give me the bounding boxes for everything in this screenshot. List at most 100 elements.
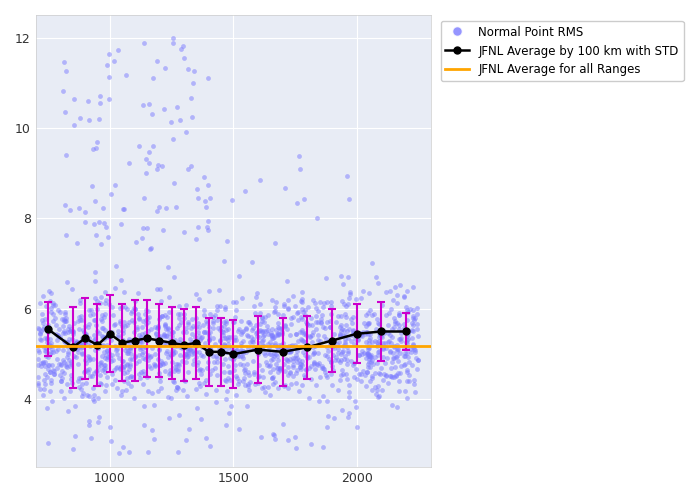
Point xyxy=(245,320,256,328)
Point xyxy=(168,179,179,187)
Point xyxy=(372,342,383,350)
Point xyxy=(286,380,297,388)
Point xyxy=(39,334,50,342)
Point xyxy=(410,354,421,362)
Point xyxy=(65,358,76,366)
Point xyxy=(237,349,248,357)
Point xyxy=(295,366,307,374)
Point xyxy=(254,326,265,334)
Point xyxy=(66,326,77,334)
Point xyxy=(218,340,230,347)
Point xyxy=(328,414,339,422)
Point xyxy=(385,372,396,380)
Legend: Normal Point RMS, JFNL Average by 100 km with STD, JFNL Average for all Ranges: Normal Point RMS, JFNL Average by 100 km… xyxy=(441,21,683,81)
Point xyxy=(366,354,377,362)
Point xyxy=(324,340,335,348)
Point xyxy=(321,398,332,406)
Point xyxy=(386,373,397,381)
Point xyxy=(220,303,231,311)
Point xyxy=(411,325,422,333)
Point xyxy=(247,324,258,332)
Point xyxy=(41,344,52,352)
Point xyxy=(203,336,214,344)
Point xyxy=(384,348,395,356)
Point xyxy=(393,369,404,377)
Point xyxy=(258,383,270,391)
Point xyxy=(194,380,205,388)
Point xyxy=(364,358,375,366)
Point xyxy=(240,348,251,356)
Point xyxy=(288,356,299,364)
Point xyxy=(407,314,419,322)
Point xyxy=(393,310,405,318)
Point xyxy=(321,343,332,351)
Point xyxy=(402,330,413,338)
Point xyxy=(166,118,177,126)
Point xyxy=(74,343,85,351)
Point xyxy=(310,365,321,373)
Point xyxy=(301,345,312,353)
Point xyxy=(348,358,359,366)
Point xyxy=(95,292,106,300)
Point xyxy=(75,340,86,348)
Point xyxy=(292,358,303,366)
Point xyxy=(137,367,148,375)
Point xyxy=(36,310,48,318)
Point xyxy=(93,218,104,226)
Point xyxy=(172,367,183,375)
Point xyxy=(83,366,94,374)
Point xyxy=(86,372,97,380)
Point xyxy=(184,345,195,353)
Point xyxy=(154,313,165,321)
Point xyxy=(204,310,216,318)
Point xyxy=(108,366,120,374)
Point xyxy=(117,330,128,338)
JFNL Average by 100 km with STD xyxy=(118,340,127,346)
Point xyxy=(53,360,64,368)
Point xyxy=(62,350,74,358)
Point xyxy=(256,337,267,345)
Point xyxy=(286,341,297,349)
Point xyxy=(238,354,249,362)
Point xyxy=(298,308,309,316)
Point xyxy=(211,358,223,366)
Point xyxy=(335,332,346,340)
Point xyxy=(229,350,240,358)
Point xyxy=(269,308,280,316)
Point xyxy=(84,353,95,361)
Point xyxy=(95,361,106,369)
Point xyxy=(272,330,284,338)
Point xyxy=(167,346,178,354)
Point xyxy=(57,374,68,382)
Point xyxy=(209,340,220,348)
Point xyxy=(301,320,312,328)
Point xyxy=(276,324,288,332)
Point xyxy=(172,324,183,332)
Point xyxy=(90,316,101,324)
Point xyxy=(236,342,247,350)
Point xyxy=(80,332,91,340)
Point xyxy=(136,234,147,241)
Point xyxy=(183,344,195,352)
Point xyxy=(304,332,315,340)
Point xyxy=(399,352,410,360)
Point xyxy=(391,341,402,349)
Point xyxy=(52,332,64,340)
Point xyxy=(237,352,248,360)
Point xyxy=(363,363,374,371)
Point xyxy=(302,304,314,312)
Point xyxy=(176,338,187,346)
Point xyxy=(321,374,332,382)
Point xyxy=(351,294,362,302)
Point xyxy=(149,435,160,443)
Point xyxy=(299,306,310,314)
JFNL Average by 100 km with STD xyxy=(192,340,200,346)
Point xyxy=(374,341,386,349)
Point xyxy=(358,367,369,375)
Point xyxy=(343,393,354,401)
Point xyxy=(290,444,302,452)
Point xyxy=(311,325,322,333)
Point xyxy=(296,305,307,313)
Point xyxy=(140,320,151,328)
Point xyxy=(141,306,152,314)
